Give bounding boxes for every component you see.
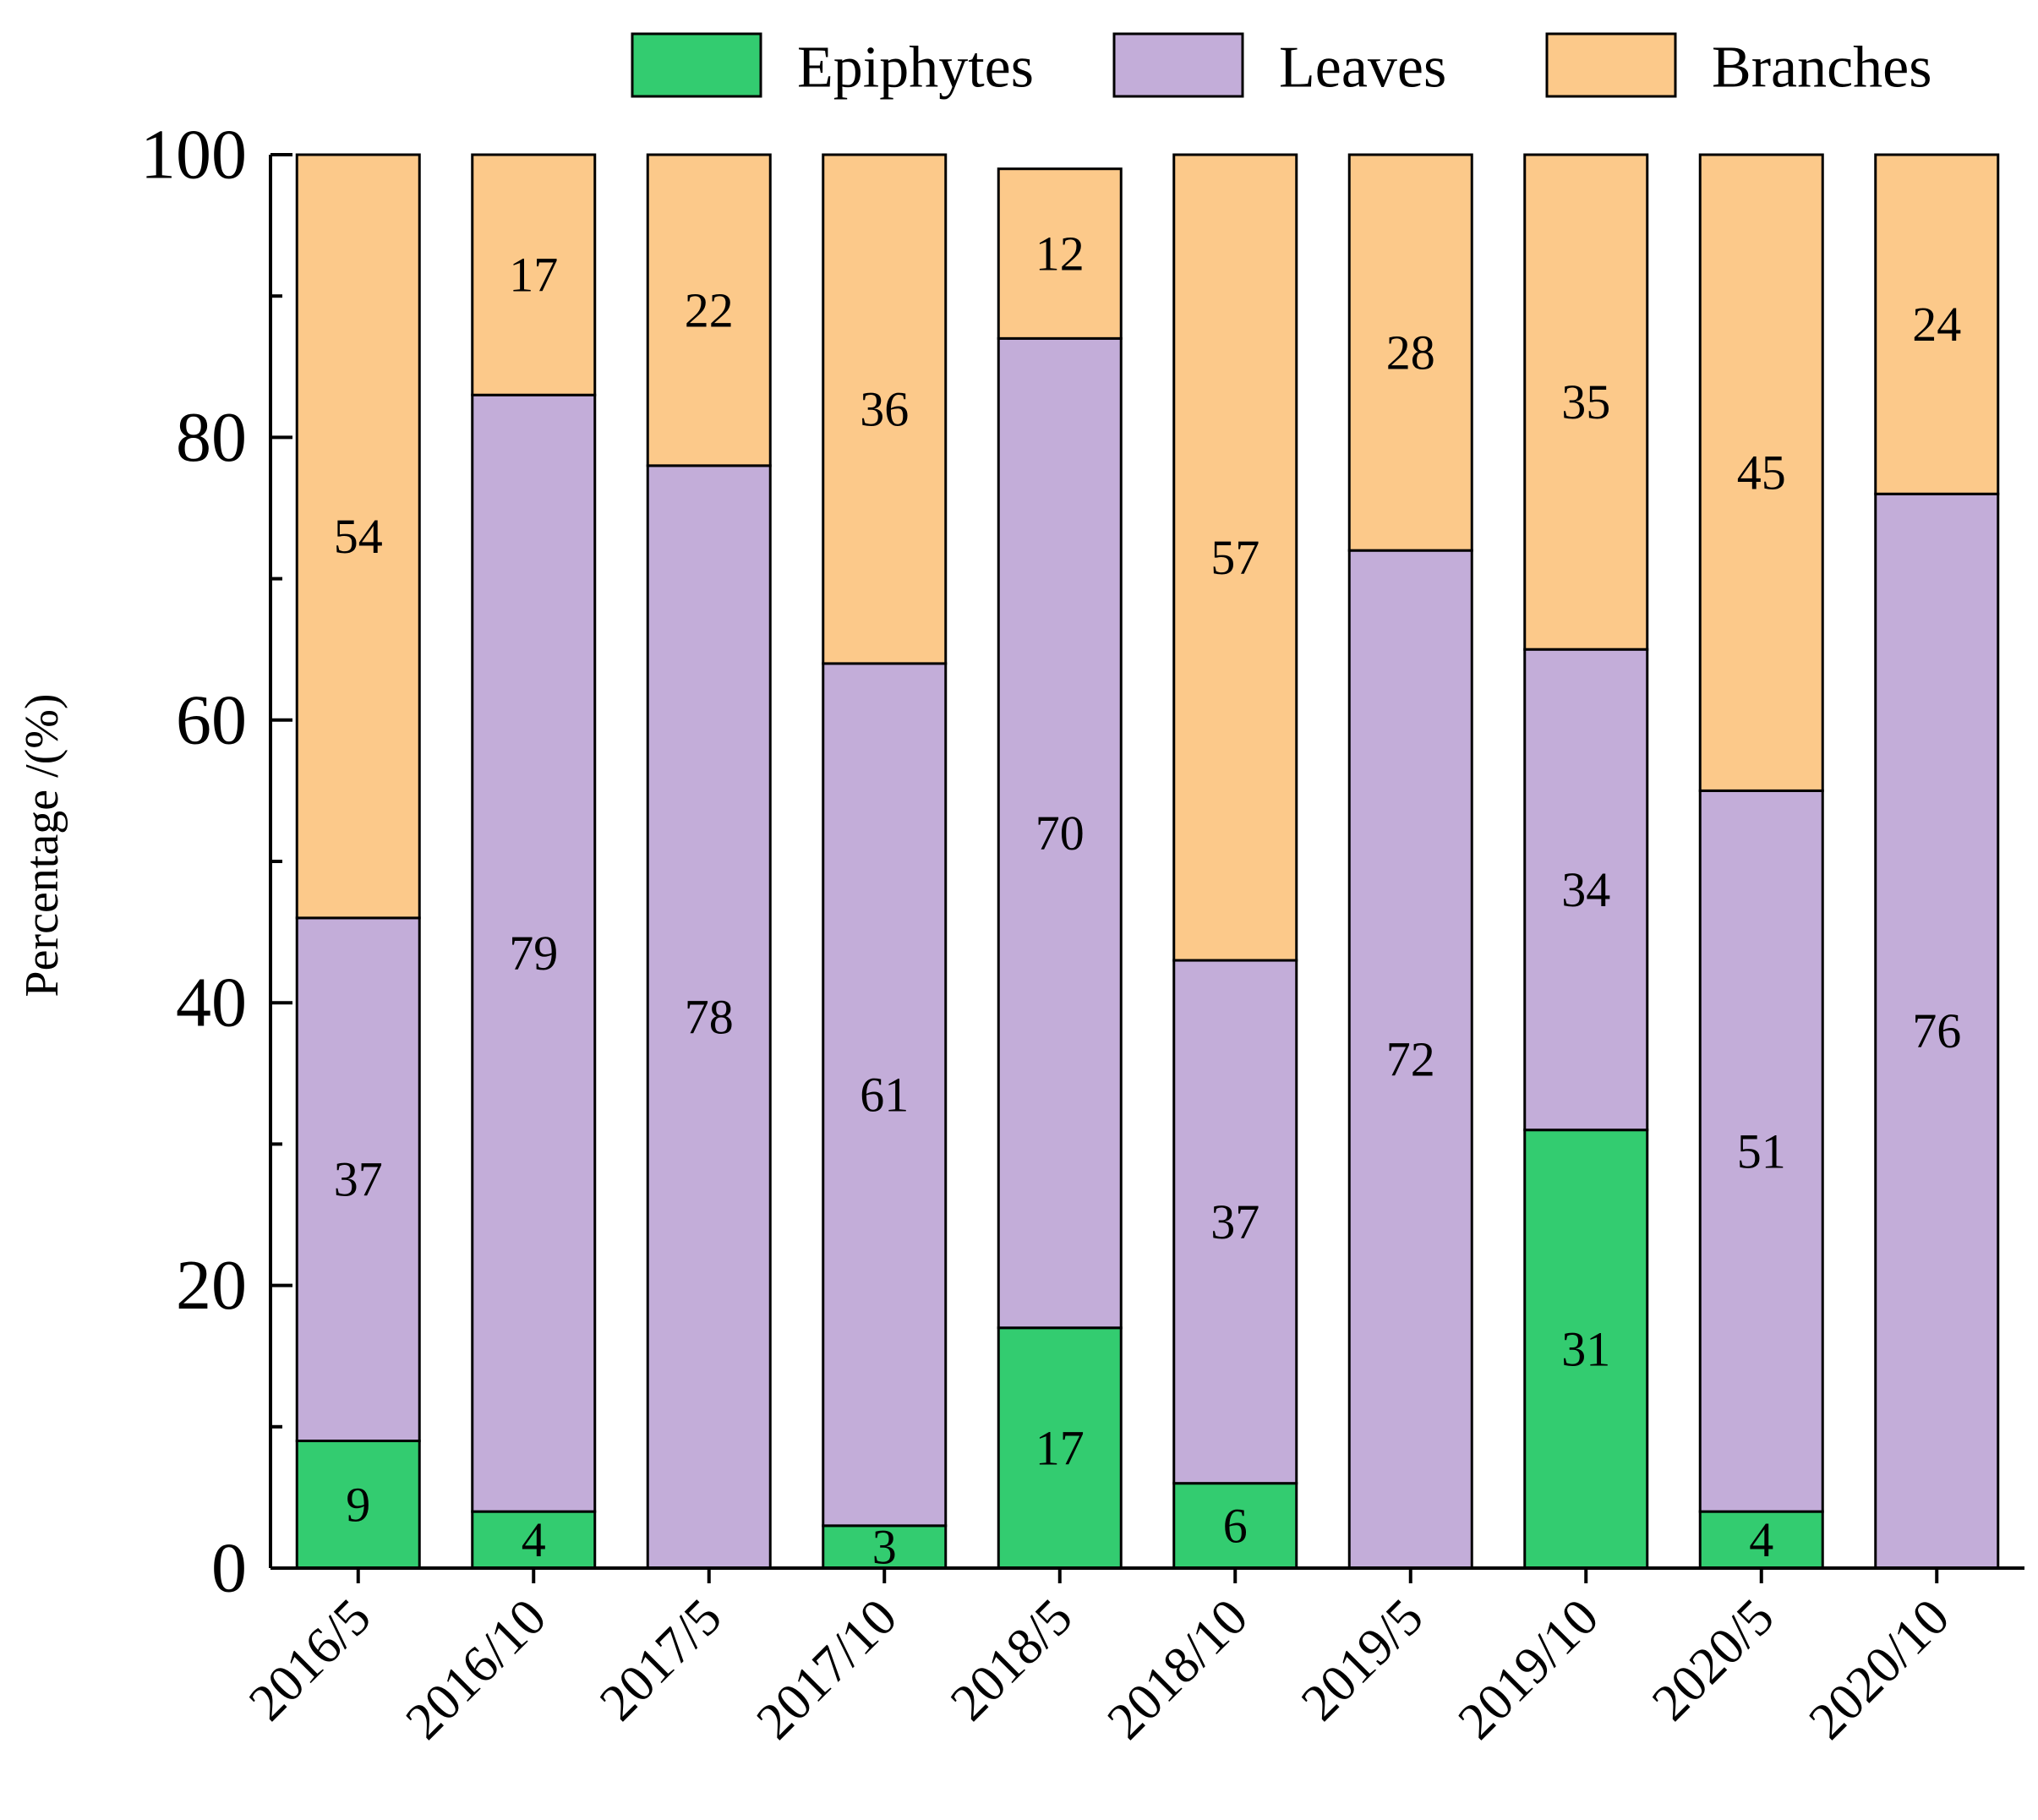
data-label-leaves-9: 51 — [1737, 1123, 1786, 1178]
bar-branches-2 — [471, 153, 597, 396]
bar-epiphytes-1 — [295, 1440, 421, 1570]
bar-leaves-8 — [1523, 648, 1649, 1132]
data-label-epiphytes-8: 31 — [1561, 1321, 1610, 1376]
data-label-leaves-10: 76 — [1912, 1003, 1961, 1058]
bar-epiphytes-8 — [1523, 1129, 1649, 1570]
data-label-epiphytes-5: 17 — [1035, 1420, 1085, 1475]
data-label-leaves-6: 37 — [1210, 1194, 1259, 1249]
y-axis-title: Percentage /(%) — [16, 693, 68, 997]
y-tick-label-80: 80 — [176, 398, 247, 477]
x-category-label-1: 2016/5 — [238, 1588, 382, 1732]
bar-branches-4 — [822, 153, 948, 665]
data-label-branches-1: 54 — [334, 509, 383, 564]
y-tick-label-20: 20 — [176, 1246, 247, 1325]
data-label-leaves-8: 34 — [1561, 862, 1610, 917]
bar-leaves-5 — [997, 336, 1123, 1330]
bar-leaves-9 — [1698, 789, 1824, 1513]
bar-leaves-6 — [1172, 959, 1298, 1485]
bar-leaves-7 — [1347, 549, 1473, 1570]
bar-branches-5 — [997, 167, 1123, 340]
bar-leaves-10 — [1874, 492, 2000, 1570]
data-label-leaves-3: 78 — [685, 989, 734, 1044]
data-label-epiphytes-9: 4 — [1749, 1512, 1773, 1567]
x-category-label-6: 2018/10 — [1096, 1588, 1259, 1751]
data-label-branches-8: 35 — [1561, 374, 1610, 429]
data-labels: 9 37 54 4 79 17 78 22 3 61 36 17 70 12 6 37 57 72 28 31 34 35… — [334, 227, 1962, 1575]
bar-epiphytes-9 — [1698, 1510, 1824, 1570]
legend-label-epiphytes: Epiphytes — [797, 36, 1034, 101]
data-label-branches-10: 24 — [1912, 297, 1961, 352]
y-tick-label-60: 60 — [176, 680, 247, 759]
data-label-leaves-5: 70 — [1035, 806, 1085, 861]
data-label-leaves-1: 37 — [334, 1152, 383, 1207]
bar-epiphytes-5 — [997, 1326, 1123, 1570]
data-label-leaves-4: 61 — [860, 1067, 909, 1122]
bar-branches-10 — [1874, 153, 2000, 495]
data-label-branches-6: 57 — [1210, 530, 1259, 585]
x-category-label-3: 2017/5 — [589, 1588, 733, 1732]
bar-branches-3 — [646, 153, 772, 467]
x-category-label-8: 2019/10 — [1447, 1588, 1609, 1751]
data-label-leaves-2: 79 — [509, 926, 558, 981]
bar-branches-1 — [295, 153, 421, 920]
bar-epiphytes-2 — [471, 1510, 597, 1570]
data-label-epiphytes-2: 4 — [522, 1512, 546, 1567]
data-label-epiphytes-6: 6 — [1223, 1498, 1248, 1553]
x-category-label-10: 2020/10 — [1798, 1588, 1960, 1751]
x-category-label-2: 2016/10 — [395, 1588, 557, 1751]
legend-label-branches: Branches — [1712, 36, 1931, 101]
legend-label-leaves: Leaves — [1279, 36, 1446, 101]
data-label-branches-7: 28 — [1386, 325, 1435, 380]
data-label-branches-5: 12 — [1035, 227, 1085, 281]
bar-leaves-4 — [822, 662, 948, 1528]
bar-branches-6 — [1172, 153, 1298, 962]
data-label-branches-9: 45 — [1737, 445, 1786, 500]
bar-branches-9 — [1698, 153, 1824, 792]
data-label-branches-2: 17 — [509, 248, 558, 303]
data-label-branches-4: 36 — [860, 381, 909, 436]
bars — [295, 153, 2000, 1570]
legend: Epiphytes Leaves Branches — [631, 32, 1931, 101]
y-tick-label-0: 0 — [211, 1529, 247, 1608]
x-category-label-5: 2018/5 — [940, 1588, 1084, 1732]
bar-branches-7 — [1347, 153, 1473, 552]
legend-swatch-epiphytes — [631, 32, 762, 98]
bar-leaves-1 — [295, 916, 421, 1443]
data-label-epiphytes-1: 9 — [346, 1477, 370, 1532]
y-tick-label-40: 40 — [176, 964, 247, 1042]
x-category-label-9: 2020/5 — [1642, 1588, 1785, 1732]
x-category-label-4: 2017/10 — [746, 1588, 908, 1751]
y-tick-label-100: 100 — [140, 116, 247, 194]
data-label-leaves-7: 72 — [1386, 1032, 1435, 1087]
legend-swatch-leaves — [1112, 32, 1244, 98]
bar-branches-8 — [1523, 153, 1649, 651]
data-label-branches-3: 22 — [685, 282, 734, 337]
legend-swatch-branches — [1545, 32, 1677, 98]
x-category-label-7: 2019/5 — [1291, 1588, 1434, 1732]
data-label-epiphytes-4: 3 — [872, 1519, 897, 1574]
bar-leaves-2 — [471, 393, 597, 1513]
